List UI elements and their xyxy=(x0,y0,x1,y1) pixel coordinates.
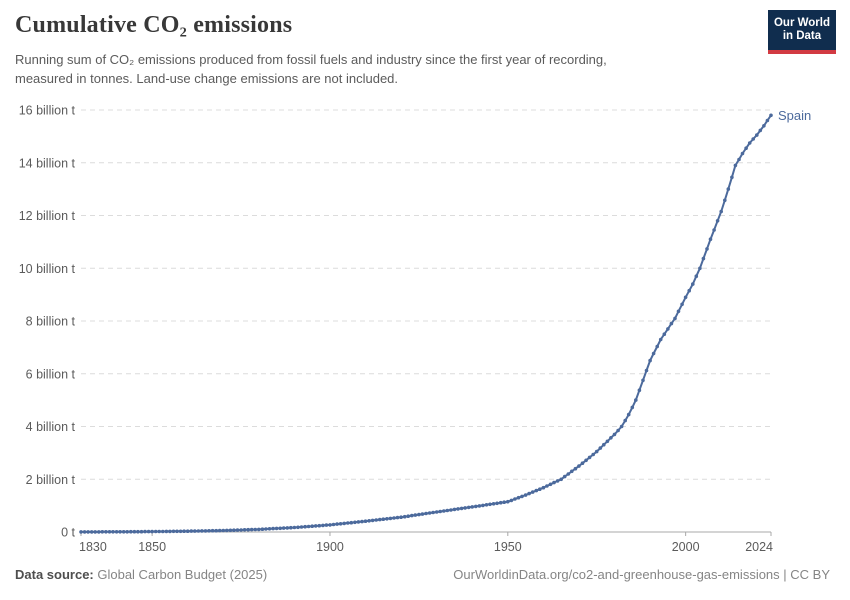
svg-text:1850: 1850 xyxy=(138,540,166,554)
svg-text:4 billion t: 4 billion t xyxy=(26,420,76,434)
data-source-label: Data source: xyxy=(15,567,94,582)
y-gridlines xyxy=(81,109,771,480)
chart-subtitle-line2: measured in tonnes. Land-use change emis… xyxy=(15,70,399,86)
chart-subtitle-line1: Running sum of CO₂ emissions produced fr… xyxy=(15,52,607,67)
svg-text:2 billion t: 2 billion t xyxy=(26,473,76,487)
svg-text:12 billion t: 12 billion t xyxy=(19,209,76,223)
chart-subtitle: Running sum of CO₂ emissions produced fr… xyxy=(15,51,607,88)
svg-text:8 billion t: 8 billion t xyxy=(26,315,76,329)
svg-text:6 billion t: 6 billion t xyxy=(26,367,76,381)
y-axis-labels: 0 t 2 billion t 4 billion t 6 billion t 8 bi… xyxy=(19,104,76,540)
data-source-value: Global Carbon Budget (2025) xyxy=(93,567,268,582)
svg-text:1830: 1830 xyxy=(79,540,107,554)
owid-logo: Our World in Data xyxy=(768,10,836,54)
svg-text:0 t: 0 t xyxy=(61,526,75,540)
svg-text:14 billion t: 14 billion t xyxy=(19,156,76,170)
svg-text:2000: 2000 xyxy=(672,540,700,554)
owid-logo-text: Our World in Data xyxy=(773,17,830,42)
data-source: Data source: Global Carbon Budget (2025) xyxy=(15,567,267,582)
series-line-spain[interactable]: Spain xyxy=(79,108,811,534)
chart-title: Cumulative CO₂ emissions xyxy=(15,12,293,38)
entity-label-spain: Spain xyxy=(778,108,811,123)
svg-text:1950: 1950 xyxy=(494,540,522,554)
credit-link[interactable]: OurWorldinData.org/co2-and-greenhouse-ga… xyxy=(453,567,830,582)
svg-text:1900: 1900 xyxy=(316,540,344,554)
svg-text:10 billion t: 10 billion t xyxy=(19,262,76,276)
x-axis: 1830 1850 1900 1950 2000 2024 xyxy=(79,531,773,554)
svg-text:2024: 2024 xyxy=(745,540,773,554)
svg-text:16 billion t: 16 billion t xyxy=(19,104,76,118)
